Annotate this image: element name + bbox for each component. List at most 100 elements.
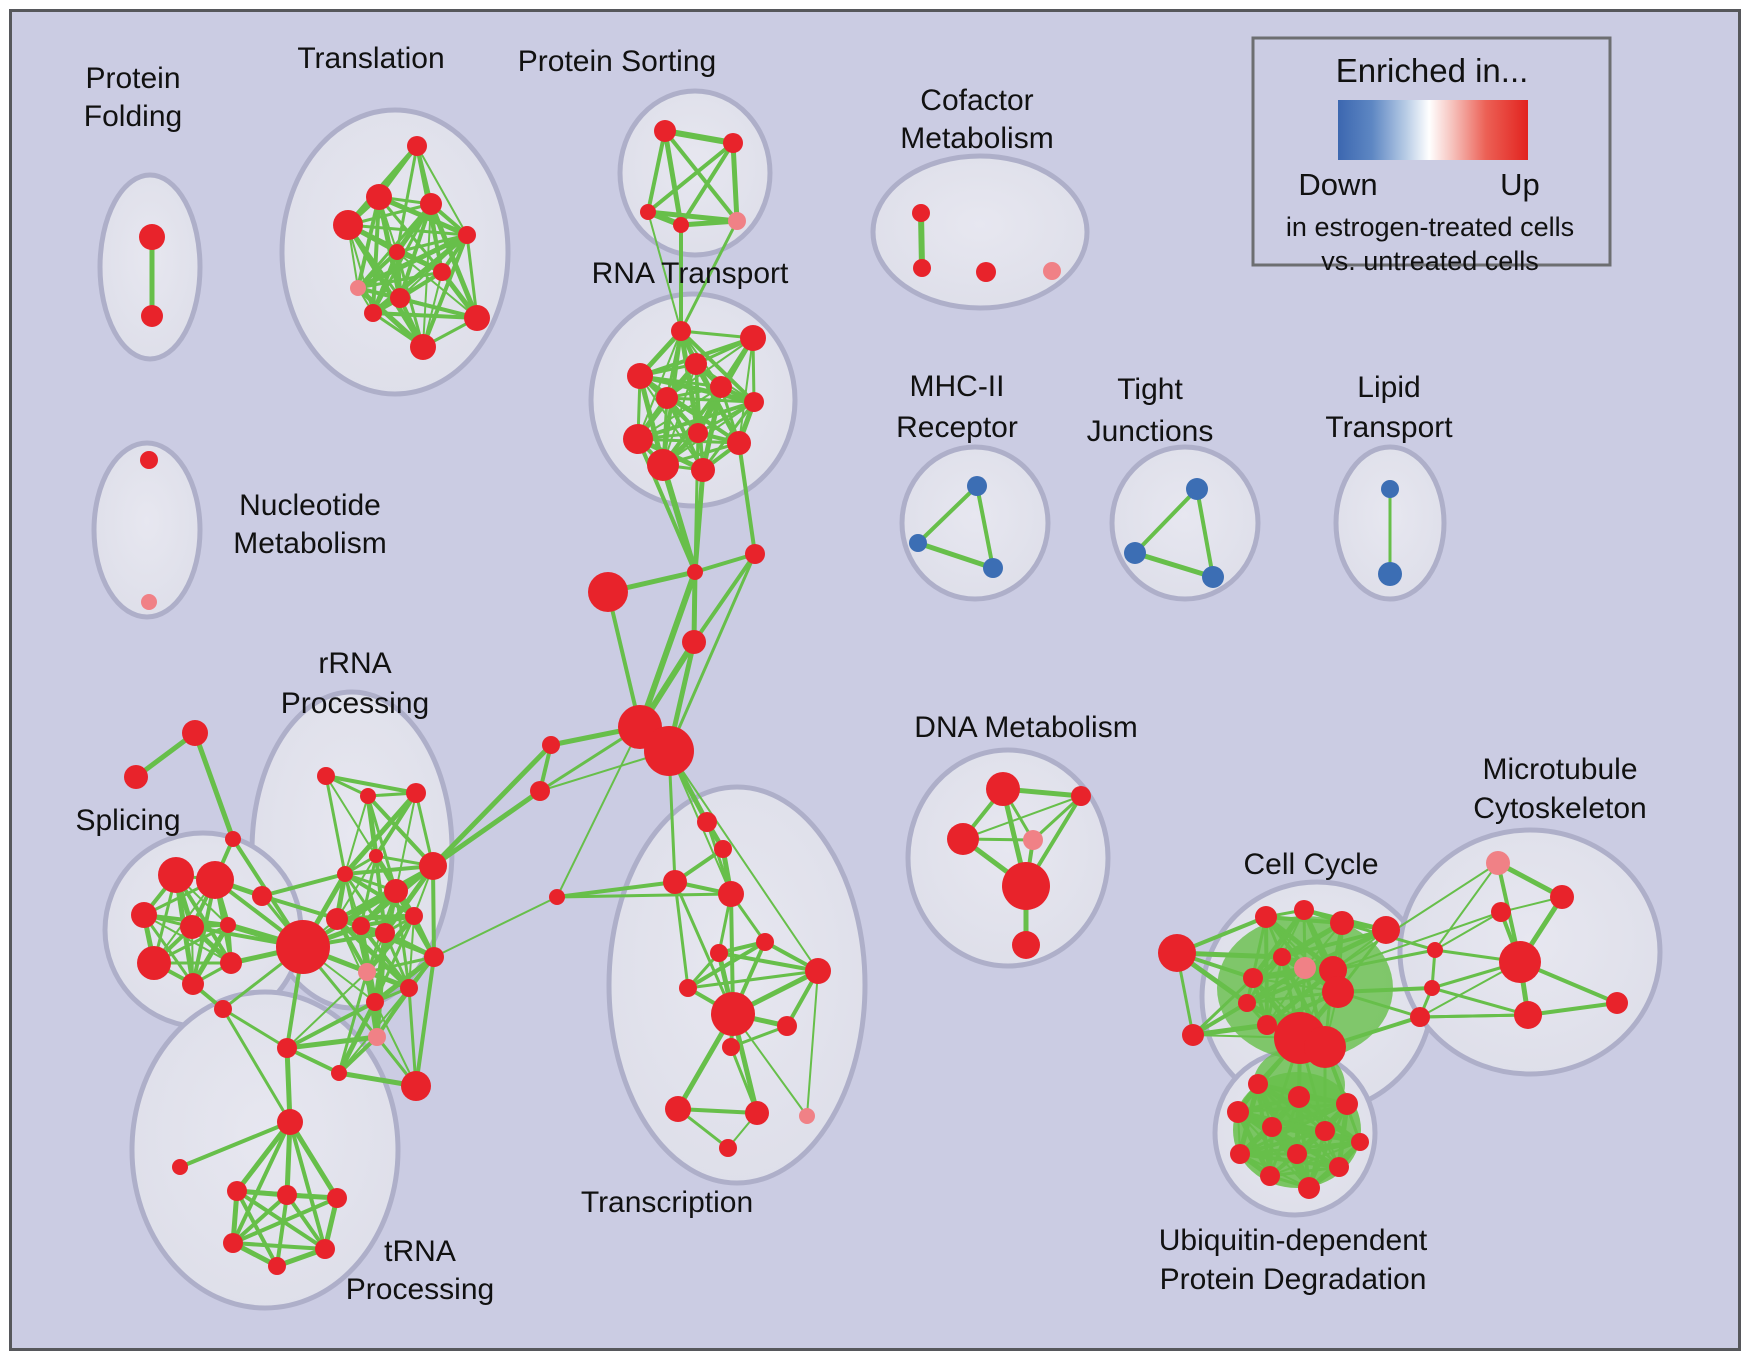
cofactor-metabolism-node-3[interactable]: [1043, 262, 1061, 280]
protein-sorting-node-1[interactable]: [723, 133, 743, 153]
transcription-node-1[interactable]: [714, 840, 732, 858]
rrna-processing-node-7[interactable]: [252, 886, 272, 906]
transcription-node-11[interactable]: [722, 1038, 740, 1056]
rrna-processing-node-17[interactable]: [214, 1000, 232, 1018]
rrna-processing-node-4[interactable]: [369, 849, 383, 863]
microtubule-cytoskeleton-node-5[interactable]: [1606, 992, 1628, 1014]
lipid-transport-node-0[interactable]: [1381, 480, 1399, 498]
rrna-processing-node-3[interactable]: [419, 852, 447, 880]
cell-cycle-node-10[interactable]: [1322, 976, 1354, 1008]
translation-node-3[interactable]: [333, 210, 363, 240]
microtubule-cytoskeleton-node-8[interactable]: [1410, 1007, 1430, 1027]
translation-node-4[interactable]: [458, 226, 476, 244]
translation-node-9[interactable]: [464, 305, 490, 331]
transcription-node-6[interactable]: [710, 944, 728, 962]
ubiquitin-degradation-node-10[interactable]: [1260, 1166, 1280, 1186]
rna-transport-node-4[interactable]: [710, 376, 732, 398]
nucleotide-metabolism-node-0[interactable]: [140, 451, 158, 469]
rrna-processing-node-18[interactable]: [277, 1038, 297, 1058]
protein-sorting-node-4[interactable]: [728, 212, 746, 230]
microtubule-cytoskeleton-node-0[interactable]: [1486, 851, 1510, 875]
rna-transport-node-6[interactable]: [744, 392, 764, 412]
dna-metabolism-node-2[interactable]: [947, 823, 979, 855]
translation-node-8[interactable]: [390, 288, 410, 308]
ubiquitin-degradation-node-0[interactable]: [1248, 1074, 1268, 1094]
rrna-processing-node-2[interactable]: [406, 783, 426, 803]
ubiquitin-degradation-node-8[interactable]: [1287, 1144, 1307, 1164]
central-bridge-node-6[interactable]: [542, 736, 560, 754]
nucleotide-metabolism-node-1[interactable]: [141, 594, 157, 610]
translation-node-5[interactable]: [389, 244, 405, 260]
rrna-processing-node-5[interactable]: [337, 866, 353, 882]
splicing-node-6[interactable]: [220, 952, 242, 974]
cofactor-metabolism-node-2[interactable]: [976, 262, 996, 282]
dna-metabolism-node-4[interactable]: [1002, 862, 1050, 910]
rrna-processing-node-14[interactable]: [358, 963, 376, 981]
translation-node-0[interactable]: [407, 136, 427, 156]
cofactor-metabolism-node-0[interactable]: [912, 204, 930, 222]
microtubule-cytoskeleton-node-4[interactable]: [1514, 1001, 1542, 1029]
cell-cycle-node-8[interactable]: [1294, 957, 1316, 979]
ubiquitin-degradation-node-5[interactable]: [1315, 1121, 1335, 1141]
translation-node-2[interactable]: [420, 193, 442, 215]
rna-transport-node-1[interactable]: [740, 325, 766, 351]
rrna-processing-node-16[interactable]: [366, 993, 384, 1011]
rrna-processing-node-15[interactable]: [400, 979, 418, 997]
protein-sorting-node-0[interactable]: [654, 120, 676, 142]
rrna-processing-node-10[interactable]: [375, 923, 395, 943]
mhc-ii-receptor-node-1[interactable]: [909, 534, 927, 552]
rrna-processing-node-21[interactable]: [368, 1028, 386, 1046]
mhc-ii-receptor-node-0[interactable]: [967, 476, 987, 496]
cell-cycle-node-3[interactable]: [1294, 900, 1314, 920]
rna-transport-node-11[interactable]: [691, 458, 715, 482]
transcription-node-5[interactable]: [756, 933, 774, 951]
cell-cycle-node-6[interactable]: [1243, 968, 1263, 988]
lipid-transport-node-1[interactable]: [1378, 562, 1402, 586]
rrna-processing-node-0[interactable]: [317, 767, 335, 785]
microtubule-cytoskeleton-node-2[interactable]: [1491, 902, 1511, 922]
translation-node-1[interactable]: [366, 184, 392, 210]
tight-junctions-node-2[interactable]: [1202, 566, 1224, 588]
rna-transport-node-2[interactable]: [685, 353, 707, 375]
ubiquitin-degradation-node-4[interactable]: [1262, 1117, 1282, 1137]
transcription-node-0[interactable]: [697, 812, 717, 832]
translation-node-10[interactable]: [410, 334, 436, 360]
cofactor-metabolism-node-1[interactable]: [913, 259, 931, 277]
rna-transport-node-9[interactable]: [727, 431, 751, 455]
ubiquitin-degradation-node-11[interactable]: [1298, 1177, 1320, 1199]
central-bridge-node-2[interactable]: [588, 572, 628, 612]
splicing-node-5[interactable]: [137, 946, 171, 980]
rrna-processing-node-1[interactable]: [360, 788, 376, 804]
cell-cycle-node-4[interactable]: [1330, 911, 1354, 935]
mhc-ii-receptor-node-2[interactable]: [983, 558, 1003, 578]
splicing-triangle-node-2[interactable]: [225, 831, 241, 847]
trna-processing-node-0[interactable]: [277, 1109, 303, 1135]
trna-processing-node-6[interactable]: [315, 1239, 335, 1259]
translation-node-7[interactable]: [350, 280, 366, 296]
rrna-processing-node-9[interactable]: [352, 917, 370, 935]
rna-transport-node-3[interactable]: [627, 363, 653, 389]
dna-metabolism-node-3[interactable]: [1023, 830, 1043, 850]
rrna-processing-node-13[interactable]: [424, 947, 444, 967]
rna-transport-node-7[interactable]: [688, 423, 708, 443]
translation-node-11[interactable]: [364, 304, 382, 322]
ubiquitin-degradation-node-7[interactable]: [1230, 1144, 1250, 1164]
splicing-node-0[interactable]: [158, 857, 194, 893]
transcription-node-12[interactable]: [665, 1096, 691, 1122]
microtubule-cytoskeleton-node-6[interactable]: [1427, 942, 1443, 958]
protein-sorting-node-3[interactable]: [673, 217, 689, 233]
cell-cycle-node-12[interactable]: [1257, 1015, 1277, 1035]
transcription-node-10[interactable]: [777, 1016, 797, 1036]
transcription-node-3[interactable]: [718, 881, 744, 907]
microtubule-cytoskeleton-node-1[interactable]: [1550, 885, 1574, 909]
splicing-node-1[interactable]: [196, 861, 234, 899]
tight-junctions-node-1[interactable]: [1124, 542, 1146, 564]
rna-transport-node-0[interactable]: [671, 321, 691, 341]
ubiquitin-degradation-node-1[interactable]: [1288, 1086, 1310, 1108]
splicing-node-2[interactable]: [131, 902, 157, 928]
splicing-triangle-node-1[interactable]: [124, 765, 148, 789]
rna-transport-node-10[interactable]: [647, 449, 679, 481]
cell-cycle-node-0[interactable]: [1158, 934, 1196, 972]
rrna-processing-node-12[interactable]: [276, 920, 330, 974]
central-bridge-node-1[interactable]: [745, 544, 765, 564]
